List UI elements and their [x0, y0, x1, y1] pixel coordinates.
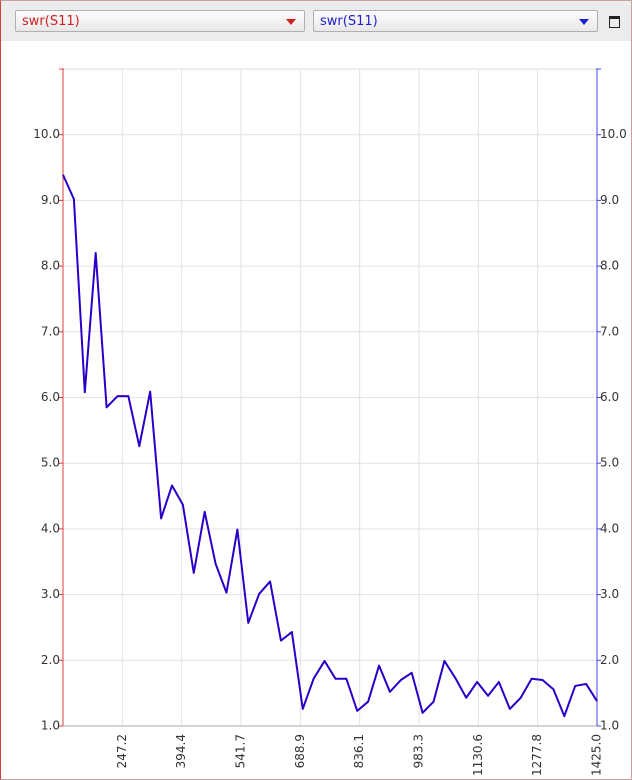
x-tick-label: 983.3	[411, 734, 425, 768]
x-tick-label: 1425.0	[590, 734, 604, 776]
y2-tick-label: 2.0	[600, 653, 619, 667]
y-tick-label: 5.0	[41, 456, 60, 470]
x-tick-label: 688.9	[293, 734, 307, 768]
y-tick-label: 10.0	[33, 127, 60, 141]
x-tick-label: 247.2	[115, 734, 129, 768]
x-tick-label: 1277.8	[530, 734, 544, 776]
left-trace-selector[interactable]: swr(S11)	[15, 10, 305, 32]
y2-tick-label: 10.0	[600, 127, 627, 141]
y2-tick-label: 4.0	[600, 521, 619, 535]
y2-tick-label: 3.0	[600, 587, 619, 601]
y2-tick-label: 8.0	[600, 259, 619, 273]
selector-label: swr(S11)	[22, 14, 80, 29]
y2-tick-label: 7.0	[600, 324, 619, 338]
maximize-button[interactable]	[609, 16, 620, 28]
y-tick-label: 2.0	[41, 653, 60, 667]
x-tick-label: 836.1	[352, 734, 366, 768]
data-line	[62, 174, 598, 718]
y-tick-label: 3.0	[41, 587, 60, 601]
y2-tick-label: 9.0	[600, 193, 619, 207]
x-tick-label: 1130.6	[471, 734, 485, 776]
y2-tick-label: 6.0	[600, 390, 619, 404]
right-trace-selector[interactable]: swr(S11)	[313, 10, 598, 32]
y2-tick-label: 5.0	[600, 456, 619, 470]
dropdown-arrow	[579, 19, 589, 25]
selector-label: swr(S11)	[320, 14, 378, 29]
y2-tick-label: 1.0	[600, 719, 619, 733]
y-tick-label: 6.0	[41, 390, 60, 404]
y-tick-label: 9.0	[41, 193, 60, 207]
dropdown-arrow	[286, 19, 296, 25]
y-tick-label: 8.0	[41, 259, 60, 273]
toolbar: swr(S11) swr(S11)	[1, 1, 631, 41]
x-tick-label: 394.4	[174, 734, 188, 768]
y-tick-label: 1.0	[41, 719, 60, 733]
y-tick-label: 4.0	[41, 521, 60, 535]
y-tick-label: 7.0	[41, 324, 60, 338]
x-tick-label: 541.7	[234, 734, 248, 768]
